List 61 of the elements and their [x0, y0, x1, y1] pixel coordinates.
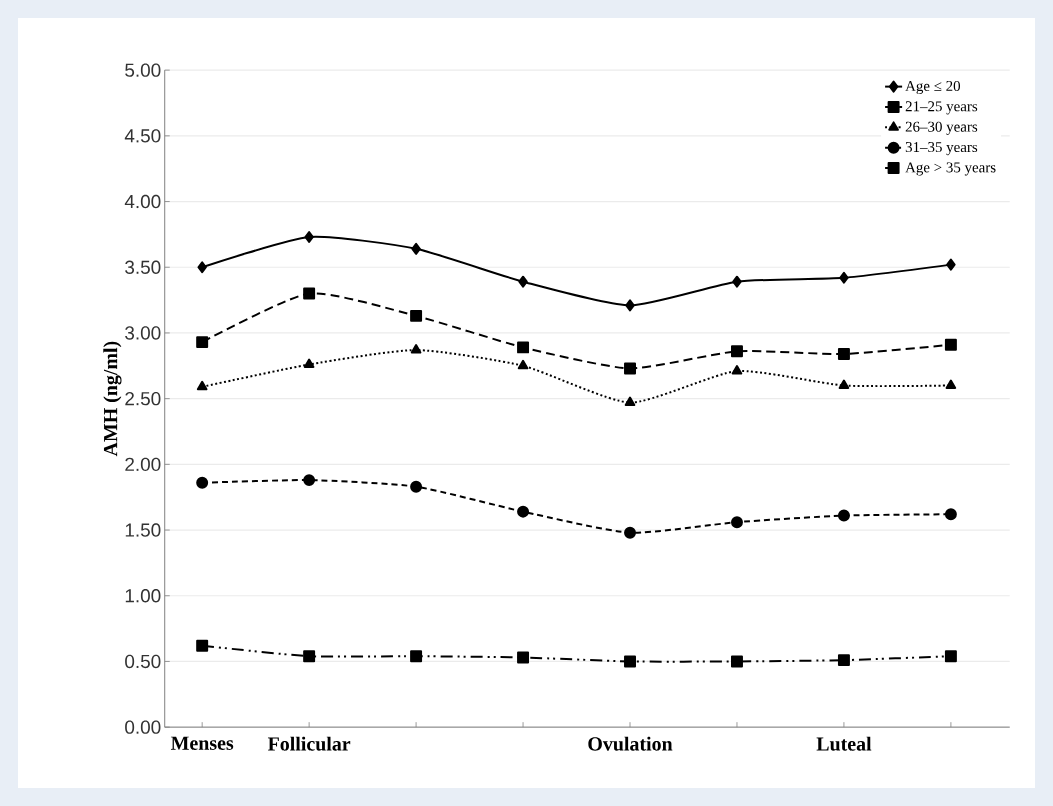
x-tick-label: Ovulation — [588, 736, 673, 751]
point — [837, 654, 850, 667]
point — [731, 655, 743, 668]
y-tick-label: 2.00 — [125, 457, 161, 472]
y-tick-label: 0.00 — [125, 720, 161, 734]
legend-label: Age > 35 years — [905, 162, 996, 176]
point — [731, 365, 743, 375]
point — [732, 275, 742, 288]
point — [731, 345, 743, 358]
point — [838, 379, 850, 389]
point — [410, 309, 423, 322]
point — [518, 275, 528, 288]
point — [624, 362, 636, 375]
point — [517, 651, 530, 664]
y-tick-label: 1.50 — [125, 523, 161, 537]
point — [196, 336, 209, 349]
point — [517, 359, 529, 370]
point — [946, 258, 956, 271]
y-axis-title: AMH (ng/ml) — [103, 341, 122, 457]
point — [410, 480, 423, 493]
x-tick-label: Luteal — [816, 736, 872, 751]
point — [944, 650, 957, 663]
point — [517, 505, 530, 518]
point — [303, 474, 316, 487]
y-tick-label: 1.00 — [125, 589, 161, 603]
point — [944, 508, 957, 521]
point — [731, 516, 743, 529]
point — [624, 396, 636, 407]
point — [303, 287, 316, 300]
point — [624, 526, 636, 539]
point — [837, 509, 850, 522]
point — [410, 650, 423, 663]
point — [196, 380, 208, 391]
y-tick-label: 3.00 — [125, 326, 161, 340]
point — [625, 299, 635, 312]
point — [196, 639, 209, 652]
y-tick-label: 4.00 — [124, 194, 161, 209]
point — [839, 271, 849, 284]
y-tick-label: 2.50 — [125, 391, 161, 406]
point — [944, 338, 957, 351]
legend-label: 26–30 years — [905, 121, 978, 135]
legend-label: 31–35 years — [905, 142, 978, 156]
y-tick-label: 4.50 — [124, 129, 161, 143]
legend-label: 21–25 years — [905, 101, 978, 115]
point — [945, 379, 957, 389]
point — [197, 261, 207, 274]
point — [304, 231, 314, 243]
x-tick-label: Menses — [170, 736, 234, 750]
point — [303, 358, 315, 368]
point — [196, 476, 209, 489]
point — [411, 242, 421, 255]
x-tick-label: Follicular — [267, 736, 351, 751]
legend-label: Age ≤ 20 — [905, 80, 961, 95]
point — [837, 347, 850, 360]
point — [517, 341, 530, 354]
point — [303, 650, 316, 663]
point — [410, 344, 422, 354]
y-tick-label: 3.50 — [125, 260, 161, 274]
y-tick-label: 0.50 — [125, 654, 161, 669]
point — [624, 655, 636, 668]
y-tick-label: 5.00 — [125, 63, 161, 77]
